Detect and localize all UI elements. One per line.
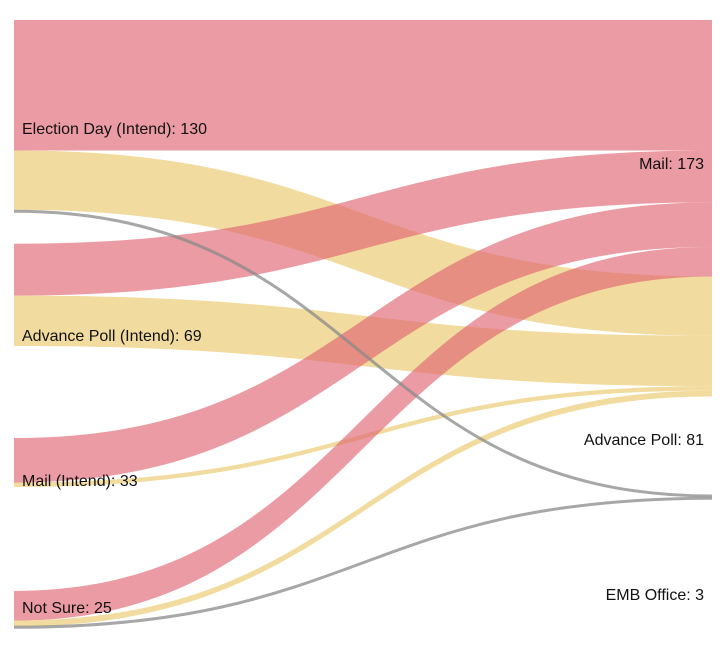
sankey-labels: Election Day (Intend): 130 Advance Poll … (22, 121, 704, 617)
source-label-not-sure: Not Sure: 25 (22, 600, 112, 617)
target-label-advance-poll: Advance Poll: 81 (584, 432, 704, 449)
source-label-election-day: Election Day (Intend): 130 (22, 121, 207, 138)
source-label-advance-poll-intend: Advance Poll (Intend): 69 (22, 328, 202, 345)
target-label-mail: Mail: 173 (639, 156, 704, 173)
target-label-emb-office: EMB Office: 3 (606, 587, 705, 604)
link-not-sure-to-emb-office (13, 496, 713, 629)
source-label-mail-intend: Mail (Intend): 33 (22, 473, 138, 490)
link-not-sure-to-mail (14, 246, 712, 621)
link-election-day-to-mail (14, 20, 712, 151)
link-not-sure-to-advance-poll (14, 390, 712, 627)
link-election-day-to-emb-office (13, 209, 713, 498)
sankey-links (13, 20, 713, 629)
link-advance-poll-intend-to-mail (14, 150, 712, 296)
link-mail-intend-to-mail (14, 202, 712, 483)
